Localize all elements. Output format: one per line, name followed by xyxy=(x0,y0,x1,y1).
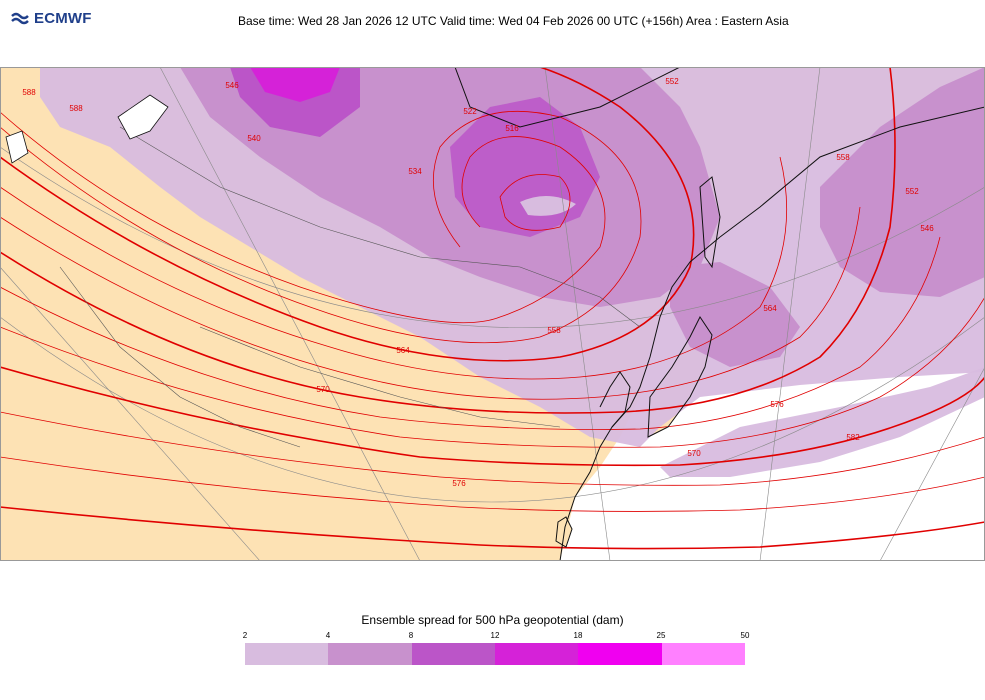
parallel-1 xyxy=(0,146,985,328)
legend-tick: 4 xyxy=(325,631,331,640)
spread-band-max xyxy=(250,67,340,102)
coastline-japan xyxy=(647,316,713,438)
contour-label: 516 xyxy=(505,124,519,133)
meridian-1 xyxy=(544,67,611,561)
coastlines xyxy=(454,67,985,561)
contour-line xyxy=(0,456,985,512)
lake-caspian xyxy=(117,94,169,140)
geopotential-contours xyxy=(0,67,985,550)
lake-aral xyxy=(5,130,29,164)
contour-label: 546 xyxy=(920,224,934,233)
parallel-2 xyxy=(0,316,985,503)
contour-label: 588 xyxy=(69,104,83,113)
contour-line xyxy=(0,156,788,380)
contour-label: 564 xyxy=(396,346,410,355)
contour-label: 564 xyxy=(763,304,777,313)
legend-swatch xyxy=(411,643,495,665)
contour-line xyxy=(0,67,896,414)
contour-label: 558 xyxy=(547,326,561,335)
chart-title: Base time: Wed 28 Jan 2026 12 UTC Valid … xyxy=(238,14,789,28)
contour-line xyxy=(0,236,941,430)
spread-band-lowspot xyxy=(520,195,576,216)
meridian-4 xyxy=(759,67,821,561)
contour-label: 546 xyxy=(225,81,239,90)
legend-tick: 8 xyxy=(408,631,414,640)
legend-swatch xyxy=(661,643,745,665)
coastline-korea xyxy=(599,371,631,428)
meridian-3 xyxy=(0,266,261,561)
legend-tick: 25 xyxy=(656,631,666,640)
contour-label: 522 xyxy=(463,107,477,116)
contour-line xyxy=(0,67,695,362)
contour-label: 570 xyxy=(316,385,330,394)
contour-label: 534 xyxy=(408,167,422,176)
contour-label-group: 516 522 534 540 546 552 558 564 570 570 … xyxy=(22,77,934,488)
country-borders xyxy=(59,126,641,448)
spread-band-light-2 xyxy=(660,367,985,477)
meridian-5 xyxy=(879,366,985,561)
contour-line xyxy=(0,206,861,400)
ecmwf-logo-icon xyxy=(11,12,29,25)
border-line xyxy=(119,126,641,328)
contour-label: 552 xyxy=(905,187,919,196)
ecmwf-logo: ECMWF xyxy=(10,9,92,27)
contour-label: 552 xyxy=(665,77,679,86)
legend-tick: 2 xyxy=(242,631,248,640)
coastline-okhotsk xyxy=(454,67,681,128)
spread-shading xyxy=(40,67,985,477)
meridian-2 xyxy=(159,67,421,561)
coastline-east-china xyxy=(559,236,721,561)
legend-swatch xyxy=(328,643,412,665)
legend-swatch xyxy=(245,643,329,665)
map-svg: 516 522 534 540 546 552 558 564 570 570 … xyxy=(0,67,985,561)
graticule xyxy=(0,67,985,561)
spread-band-medium-pacific xyxy=(820,67,985,297)
contour-label: 588 xyxy=(22,88,36,97)
legend-swatch xyxy=(494,643,579,665)
contour-label: 582 xyxy=(846,433,860,442)
border-line xyxy=(199,326,561,428)
legend-colorbar xyxy=(245,643,745,665)
map-panel[interactable]: 516 522 534 540 546 552 558 564 570 570 … xyxy=(0,67,985,561)
contour-line xyxy=(0,110,642,344)
contour-line xyxy=(0,111,606,324)
lakes xyxy=(5,94,169,164)
contour-line xyxy=(499,174,571,231)
coastline-kamchatka xyxy=(719,106,985,238)
border-line xyxy=(59,266,301,448)
legend-tick: 50 xyxy=(740,631,750,640)
legend-swatch xyxy=(578,643,662,665)
coastline-sakhalin xyxy=(699,176,721,269)
contour-line xyxy=(0,506,985,550)
contour-line xyxy=(0,366,985,467)
coastline-taiwan xyxy=(555,516,573,548)
legend-tick: 18 xyxy=(573,631,583,640)
legend-tick: 12 xyxy=(490,631,500,640)
legend-title: Ensemble spread for 500 hPa geopotential… xyxy=(361,613,624,627)
contour-label: 576 xyxy=(452,479,466,488)
contour-line xyxy=(0,296,985,448)
contour-label: 576 xyxy=(770,400,784,409)
contour-label: 558 xyxy=(836,153,850,162)
contour-label: 570 xyxy=(687,449,701,458)
logo-text: ECMWF xyxy=(34,9,92,27)
contour-line xyxy=(0,411,985,486)
contour-label: 540 xyxy=(247,134,261,143)
